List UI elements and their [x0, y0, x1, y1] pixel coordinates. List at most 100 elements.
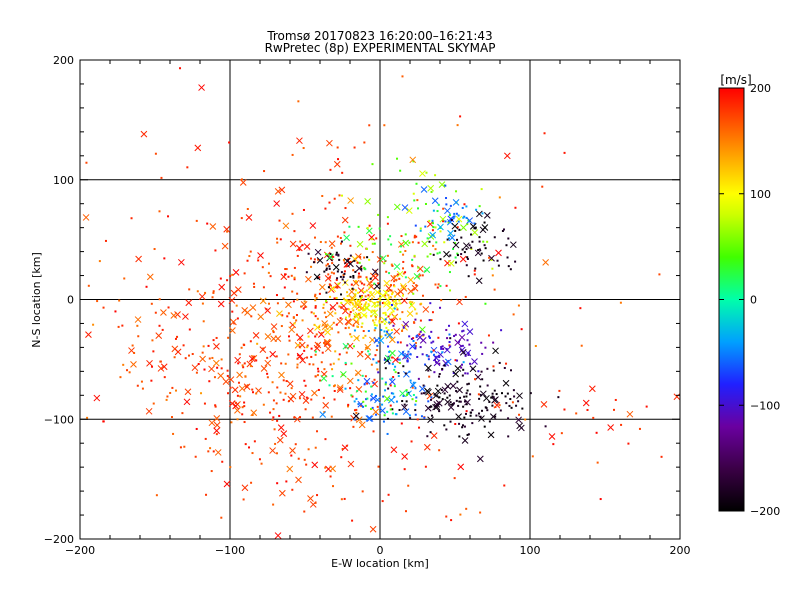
echo-dot	[251, 414, 254, 417]
meteor-echo-cross	[542, 258, 549, 266]
echo-dot	[128, 371, 131, 374]
echo-dot	[410, 303, 413, 306]
echo-dot	[365, 276, 368, 279]
echo-dot	[430, 350, 433, 353]
meteor-echo-cross	[381, 316, 388, 324]
echo-dot	[447, 221, 450, 224]
echo-dot	[319, 379, 322, 382]
echo-dot	[352, 309, 355, 312]
meteor-echo-cross	[411, 284, 419, 292]
echo-dot	[318, 276, 321, 279]
echo-dot	[393, 285, 396, 288]
meteor-echo-cross	[383, 395, 391, 402]
echo-dot	[246, 384, 249, 387]
echo-dot	[240, 178, 243, 181]
echo-dot	[373, 301, 376, 304]
echo-dot	[365, 289, 368, 292]
echo-dot	[461, 424, 464, 427]
echo-dot	[362, 309, 365, 312]
meteor-echo-cross	[509, 241, 517, 249]
echo-dot	[252, 282, 255, 285]
echo-dot	[345, 316, 348, 319]
echo-dot	[452, 247, 455, 250]
echo-dot	[361, 490, 364, 493]
echo-dot	[428, 406, 431, 409]
echo-dot	[383, 124, 386, 127]
meteor-echo-cross	[455, 413, 462, 420]
echo-dot	[344, 361, 347, 364]
echo-dot	[467, 275, 470, 278]
echo-dot	[491, 404, 494, 407]
echo-dot	[370, 238, 373, 241]
echo-dot	[303, 300, 306, 303]
meteor-echo-cross	[209, 223, 217, 230]
meteor-echo-cross	[217, 372, 225, 380]
echo-dot	[238, 353, 241, 356]
echo-dot	[322, 396, 325, 399]
meteor-echo-cross	[491, 396, 498, 404]
echo-dot	[373, 242, 376, 245]
echo-dot	[356, 390, 359, 393]
echo-dot	[414, 342, 417, 345]
echo-dot	[433, 371, 436, 374]
meteor-echo-cross	[438, 181, 446, 188]
echo-dot	[394, 371, 397, 374]
echo-dot	[424, 225, 427, 228]
meteor-echo-cross	[434, 387, 442, 395]
echo-dot	[439, 230, 442, 233]
echo-dot	[337, 158, 340, 161]
echo-dot	[167, 215, 170, 218]
echo-dot	[229, 275, 232, 278]
echo-dot	[348, 313, 351, 316]
echo-dot	[461, 330, 464, 333]
meteor-echo-cross	[296, 334, 304, 342]
echo-dot	[354, 270, 357, 273]
echo-dot	[398, 277, 401, 280]
echo-dot	[434, 283, 437, 286]
echo-dot	[517, 400, 520, 403]
meteor-echo-cross	[296, 137, 303, 145]
echo-dot	[443, 424, 446, 427]
echo-dot	[362, 336, 365, 339]
meteor-echo-cross	[407, 276, 415, 284]
echo-dot	[303, 458, 306, 461]
chart-subtitle: RwPretec (8p) EXPERIMENTAL SKYMAP	[265, 41, 496, 55]
echo-dot	[414, 318, 417, 321]
echo-dot	[240, 346, 243, 349]
echo-dot	[291, 290, 294, 293]
echo-dot	[449, 289, 452, 292]
echo-dot	[456, 226, 459, 229]
echo-dot	[370, 310, 373, 313]
meteor-echo-cross	[371, 309, 379, 316]
echo-dot	[438, 375, 441, 378]
echo-dot	[292, 316, 295, 319]
meteor-echo-cross	[323, 340, 331, 348]
echo-dot	[332, 321, 335, 324]
colorbar-tick-label: −200	[750, 505, 780, 518]
echo-dot	[480, 370, 483, 373]
echo-dot	[332, 272, 335, 275]
echo-dot	[511, 401, 514, 404]
echo-dot	[531, 455, 534, 458]
echo-dot	[355, 411, 358, 414]
meteor-echo-cross	[354, 369, 362, 377]
echo-dot	[387, 294, 390, 297]
echo-dot	[333, 385, 336, 388]
echo-dot	[118, 299, 121, 302]
echo-dot	[460, 236, 463, 239]
echo-dot	[411, 301, 414, 304]
echo-dot	[201, 302, 204, 305]
meteor-echo-cross	[245, 214, 253, 221]
meteor-echo-cross	[311, 389, 318, 397]
echo-dot	[415, 182, 418, 185]
echo-dot	[235, 304, 238, 307]
echo-dot	[282, 398, 285, 401]
echo-dot	[419, 227, 422, 230]
echo-dot	[360, 282, 363, 285]
echo-dot	[403, 468, 406, 471]
echo-dot	[220, 358, 223, 361]
meteor-echo-cross	[385, 284, 393, 292]
echo-dot	[338, 258, 341, 261]
echo-dot	[331, 262, 334, 265]
echo-dot	[448, 237, 451, 240]
